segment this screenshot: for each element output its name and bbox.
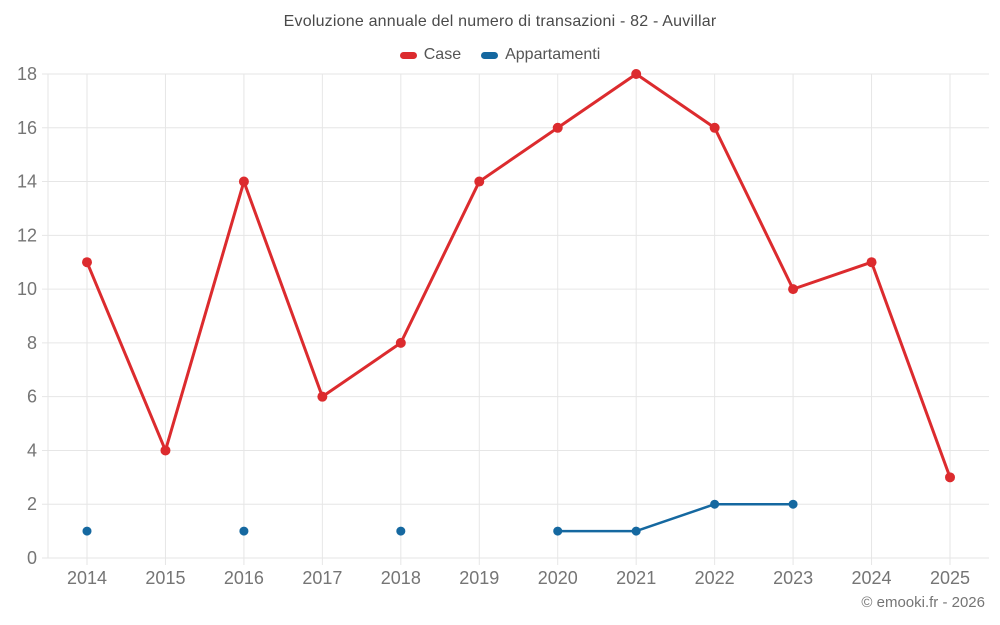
x-axis-tick-label: 2020	[538, 568, 578, 588]
x-axis-tick-label: 2023	[773, 568, 813, 588]
data-point-appartamenti-2016[interactable]	[239, 526, 249, 536]
x-axis-tick-label: 2022	[695, 568, 735, 588]
legend-item-case[interactable]: Case	[399, 46, 462, 64]
x-axis-tick-label: 2025	[930, 568, 970, 588]
data-point-case-2020[interactable]	[552, 122, 563, 133]
legend-label-case: Case	[423, 46, 462, 63]
legend-swatch-appartamenti	[481, 51, 499, 59]
data-point-case-2024[interactable]	[866, 257, 877, 268]
series-line-appartamenti	[556, 502, 795, 533]
data-point-case-2019[interactable]	[474, 176, 485, 187]
x-axis-tick-label: 2014	[67, 568, 107, 588]
data-point-case-2015[interactable]	[160, 445, 171, 456]
series-line-case	[85, 72, 952, 479]
x-axis-tick-label: 2024	[852, 568, 892, 588]
legend-swatch-case	[399, 51, 417, 59]
y-axis-tick-label: 0	[27, 548, 37, 568]
copyright-text: © emooki.fr - 2026	[861, 594, 985, 611]
data-point-case-2023[interactable]	[788, 284, 799, 295]
legend-label-appartamenti: Appartamenti	[505, 46, 601, 63]
x-axis-tick-label: 2016	[224, 568, 264, 588]
x-axis-tick-label: 2017	[302, 568, 342, 588]
x-axis-tick-label: 2018	[381, 568, 421, 588]
y-axis-tick-label: 4	[27, 440, 37, 460]
data-point-case-2022[interactable]	[709, 122, 720, 133]
data-point-case-2016[interactable]	[238, 176, 249, 187]
data-point-appartamenti-2023[interactable]	[788, 499, 798, 509]
y-axis-tick-label: 6	[27, 387, 37, 407]
y-axis-tick-label: 8	[27, 333, 37, 353]
data-point-appartamenti-2014[interactable]	[82, 526, 92, 536]
data-point-appartamenti-2022[interactable]	[710, 499, 720, 509]
x-axis-tick-label: 2019	[459, 568, 499, 588]
legend-item-appartamenti[interactable]: Appartamenti	[481, 46, 600, 64]
x-axis-tick-label: 2015	[145, 568, 185, 588]
chart-title: Evoluzione annuale del numero di transaz…	[283, 13, 717, 30]
y-axis-tick-label: 14	[17, 172, 37, 192]
data-point-appartamenti-2021[interactable]	[631, 526, 641, 536]
y-axis-tick-label: 12	[17, 225, 37, 245]
data-point-appartamenti-2020[interactable]	[553, 526, 563, 536]
data-point-case-2021[interactable]	[631, 69, 642, 79]
y-axis-tick-label: 18	[17, 64, 37, 84]
x-axis-tick-label: 2021	[616, 568, 656, 588]
data-point-case-2025[interactable]	[945, 472, 955, 483]
data-point-case-2017[interactable]	[317, 391, 328, 402]
data-point-case-2018[interactable]	[395, 337, 406, 348]
y-axis-tick-label: 10	[17, 279, 37, 299]
y-axis-tick-label: 2	[27, 494, 37, 514]
data-point-appartamenti-2018[interactable]	[396, 526, 406, 536]
chart-legend: Case Appartamenti	[0, 45, 1000, 65]
y-axis-tick-label: 16	[17, 118, 37, 138]
data-point-case-2014[interactable]	[82, 257, 92, 268]
